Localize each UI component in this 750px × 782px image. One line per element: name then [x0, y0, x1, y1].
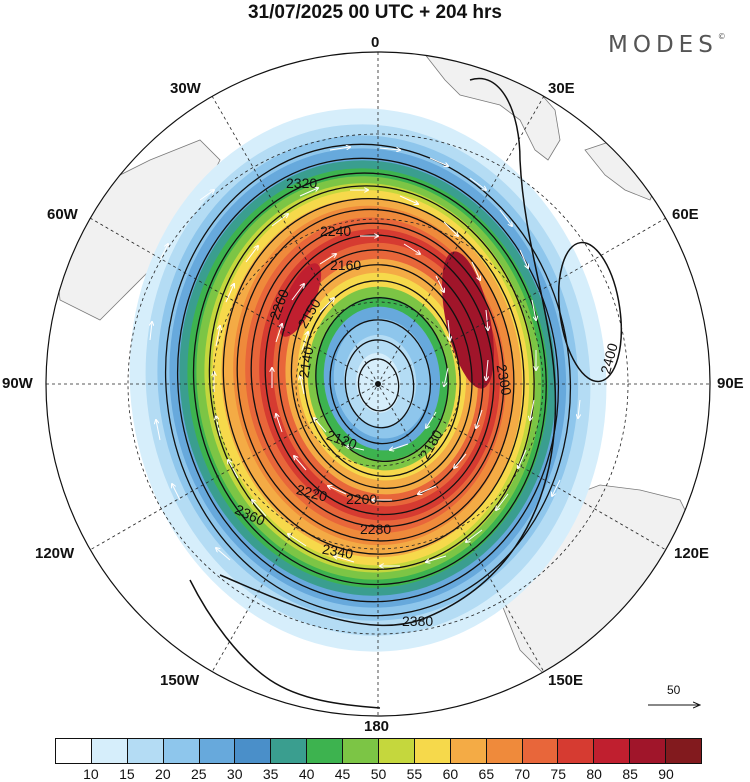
colorbar-segment: [666, 739, 702, 763]
lon-label-60e: 60E: [672, 206, 699, 223]
contour-label: 2200: [346, 491, 377, 507]
contour-label: 2220: [295, 481, 329, 505]
colorbar-label: 80: [586, 766, 602, 782]
colorbar-segment: [163, 739, 200, 763]
contour-label: 2300: [494, 363, 515, 397]
colorbar-label: 55: [406, 766, 423, 782]
colorbar-segment: [271, 739, 308, 763]
lon-label-120w: 120W: [35, 545, 75, 562]
colorbar-segment: [379, 739, 415, 763]
colorbar-segment: [91, 739, 128, 763]
colorbar-segment: [307, 739, 344, 763]
colorbar-segment: [235, 739, 272, 763]
contour-label: 2380: [402, 613, 433, 629]
contour-label: 2140: [295, 345, 316, 379]
contour-label: 2400: [597, 341, 621, 375]
map-disk: [46, 52, 710, 716]
brand-logo: MODES©: [608, 32, 726, 58]
jet-core-west: [278, 263, 322, 337]
lon-label-60w: 60W: [47, 206, 78, 223]
colorbar-segment: [558, 739, 595, 763]
colorbar-segment: [594, 739, 631, 763]
colorbar-label: 45: [334, 766, 351, 782]
lon-label-120e: 120E: [674, 545, 710, 562]
colorbar-segment: [343, 739, 380, 763]
copyright-mark: ©: [717, 32, 726, 41]
colorbar-label: 10: [83, 766, 99, 782]
colorbar-segment: [414, 739, 451, 763]
lon-label-30w: 30W: [170, 80, 201, 97]
outer-contours: [189, 77, 623, 709]
lon-label-150e: 150E: [548, 672, 584, 689]
colorbar-label: 35: [262, 766, 279, 782]
contour-label: 2160: [330, 257, 361, 273]
contour-label: 2240: [320, 223, 351, 239]
colorbar-label: 65: [478, 766, 495, 782]
lon-label-150w: 150W: [160, 672, 200, 689]
vector-reference-value: 50: [667, 683, 681, 697]
height-contours: [164, 143, 572, 617]
colorbar-segment: [56, 739, 92, 763]
lon-label-180: 180: [364, 718, 390, 735]
colorbar-label: 15: [119, 766, 135, 782]
colorbar-label: 25: [190, 766, 207, 782]
colorbar-label: 40: [298, 766, 315, 782]
contour-label: 2320: [286, 175, 317, 191]
colorbar-segment: [199, 739, 236, 763]
colorbar-label: 60: [442, 766, 459, 782]
contour-label: 2340: [321, 541, 355, 562]
wind-speed-colorbar: [55, 738, 702, 764]
colorbar-label: 30: [226, 766, 243, 782]
contour-label: 2280: [360, 521, 391, 537]
colorbar-label: 50: [370, 766, 387, 782]
colorbar-label: 85: [622, 766, 638, 782]
colorbar-label: 75: [550, 766, 567, 782]
colorbar-label: 70: [514, 766, 531, 782]
colorbar-label: 90: [658, 766, 674, 782]
colorbar-segment: [127, 739, 164, 763]
wind-vectors: [150, 147, 580, 566]
brand-name: MODES: [608, 32, 718, 58]
colorbar-segment: [630, 739, 667, 763]
colorbar-segment: [486, 739, 523, 763]
lon-label-90e: 90E: [717, 375, 744, 392]
map-border: [45, 51, 711, 717]
map-title: 31/07/2025 00 UTC + 204 hrs: [247, 2, 503, 23]
lon-label-30e: 30E: [548, 80, 575, 97]
colorbar-segment: [450, 739, 487, 763]
pole-marker: [375, 381, 381, 387]
colorbar-segment: [522, 739, 559, 763]
colorbar-label: 20: [155, 766, 171, 782]
lon-label-0: 0: [371, 34, 380, 51]
lon-label-90w: 90W: [2, 375, 33, 392]
